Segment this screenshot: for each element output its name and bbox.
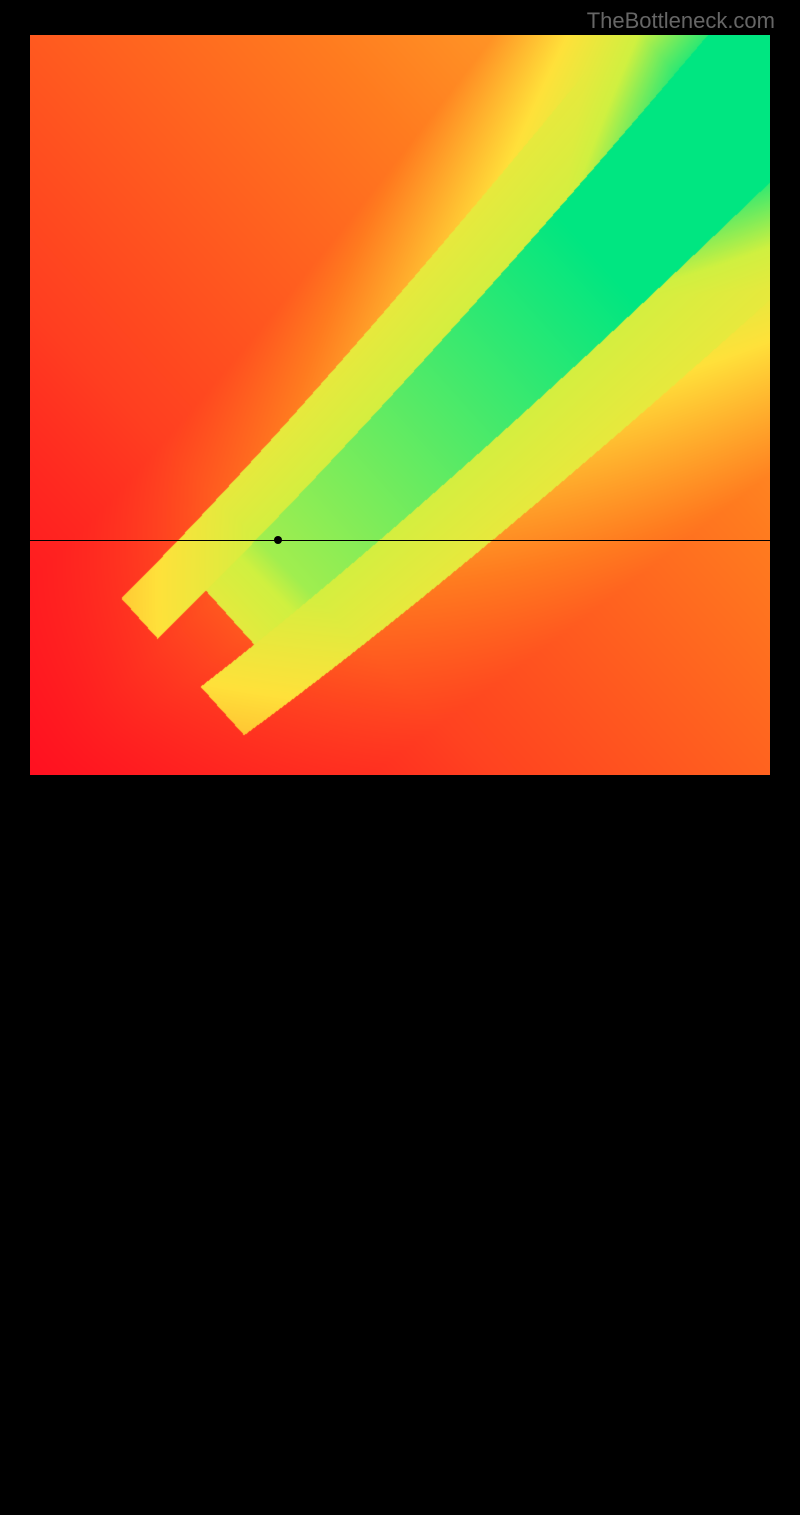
heatmap-chart xyxy=(30,35,770,775)
marker-dot xyxy=(274,536,282,544)
crosshair-horizontal xyxy=(30,540,770,541)
crosshair-vertical xyxy=(278,775,279,1515)
watermark-text: TheBottleneck.com xyxy=(587,8,775,34)
heatmap-canvas xyxy=(30,35,770,775)
